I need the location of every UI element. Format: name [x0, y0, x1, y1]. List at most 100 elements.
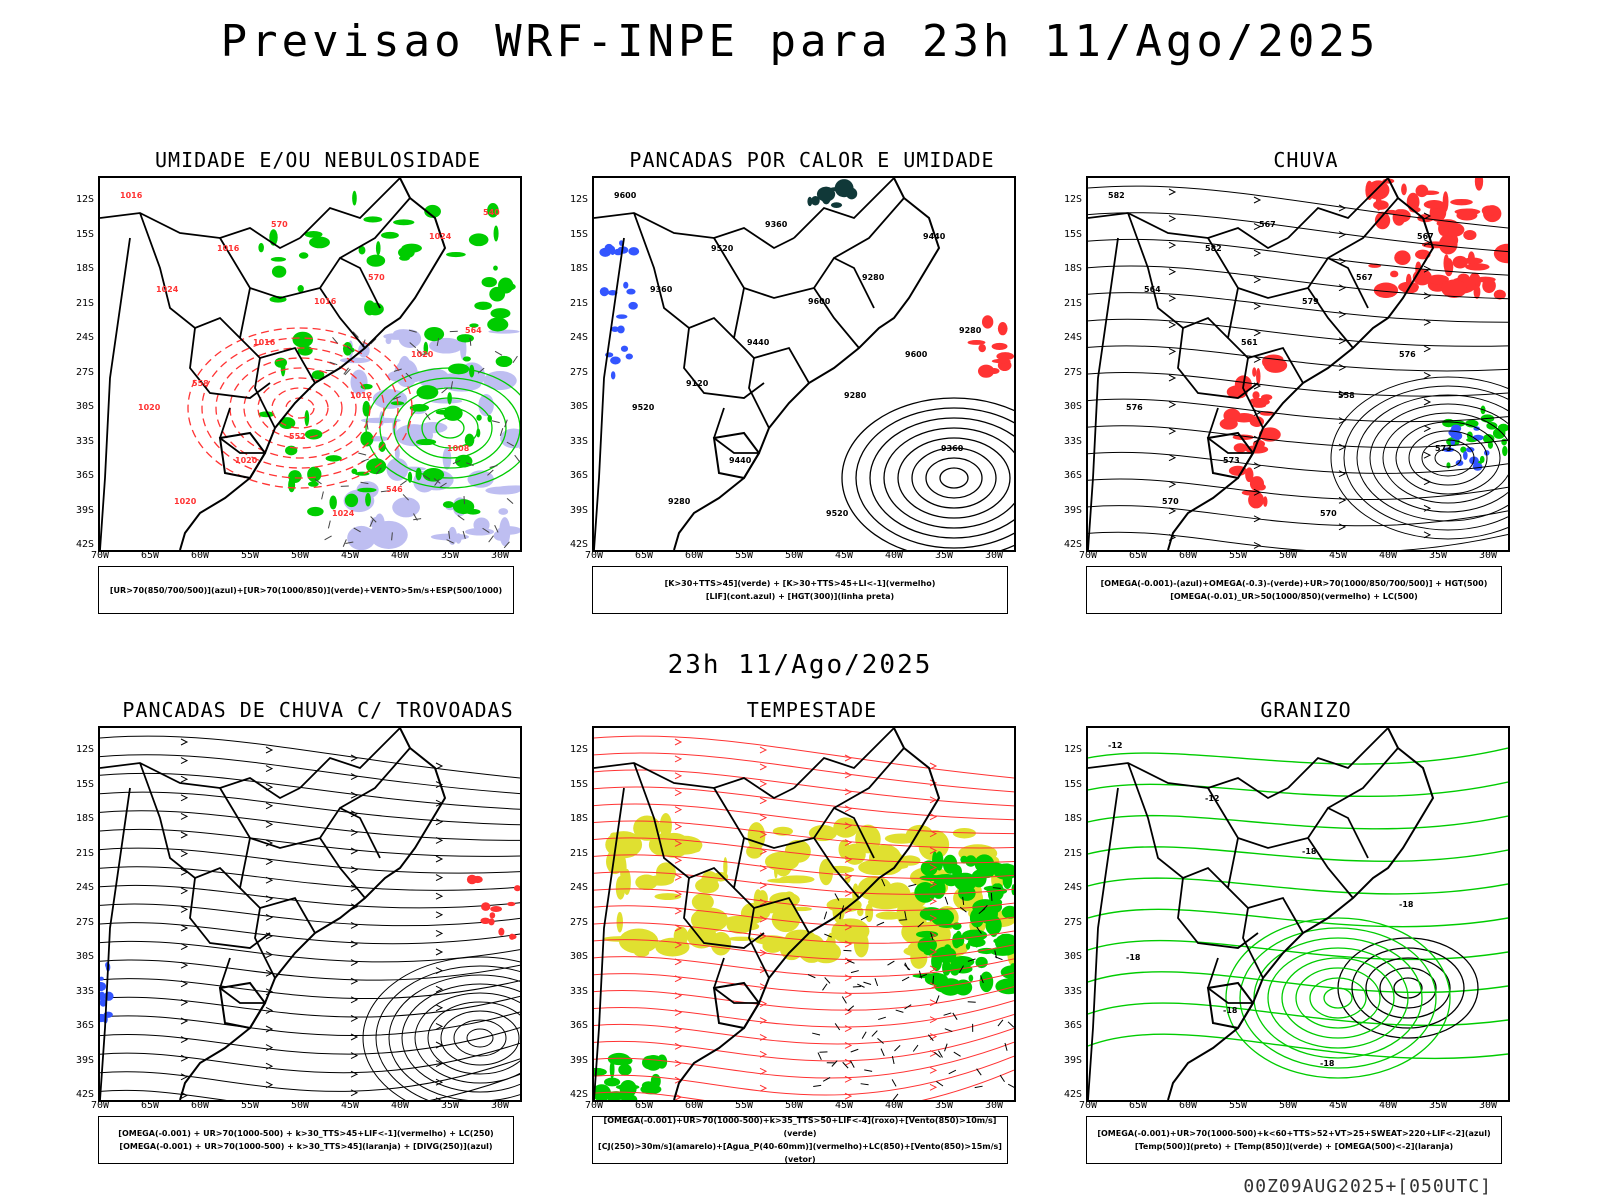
shade-blob	[935, 851, 944, 871]
wind-arrow	[861, 1031, 867, 1039]
streamline-arrow	[1338, 417, 1347, 425]
streamline	[100, 791, 520, 826]
vortex-line	[1408, 430, 1488, 486]
streamline	[100, 828, 520, 857]
legend-line: [OMEGA(-0.001)+UR>70(1000-500)+k<60+TTS>…	[1097, 1129, 1491, 1138]
lon-tick-label: 55W	[1228, 550, 1248, 561]
streamline	[594, 820, 1014, 849]
streamline-arrow	[759, 966, 768, 974]
state-border	[1127, 212, 1229, 339]
map-canvas: 582 582 579 576 576 573 570 567 564 561 558 573 570 5…	[1088, 178, 1508, 550]
shade-blob	[603, 1077, 621, 1087]
streamline-arrow	[1253, 515, 1262, 523]
lon-tick-label: 55W	[734, 1100, 754, 1111]
isoline	[257, 377, 343, 439]
wind-arrow	[482, 527, 490, 533]
wind-arrow	[343, 367, 349, 375]
wind-arrow	[324, 535, 332, 541]
streamline	[1088, 398, 1508, 423]
shade-blob	[309, 236, 330, 249]
streamline-arrow	[674, 789, 683, 797]
legend-line: [OMEGA(-0.01)_UR>50(1000/850)(vermelho) …	[1170, 592, 1418, 601]
streamline-arrow	[180, 1017, 189, 1025]
state-border	[594, 237, 625, 550]
lat-tick-label: 24S	[1063, 882, 1082, 893]
shade-blob	[498, 927, 505, 936]
contour-label: 1016	[217, 244, 240, 253]
wind-arrow	[847, 1005, 855, 1012]
shade-blob	[968, 974, 974, 982]
legend-pancadas: [K>30+TTS>45](verde) + [K>30+TTS>45+LI<-…	[592, 566, 1008, 614]
lat-tick-label: 15S	[75, 778, 94, 790]
shade-blob	[298, 252, 309, 259]
streamline-arrow	[759, 1034, 768, 1041]
shade-blob	[1423, 200, 1445, 210]
shade-blob	[967, 339, 986, 345]
shade-blob	[307, 466, 322, 483]
lon-tick-label: 35W	[934, 550, 954, 561]
contour-label: 1016	[314, 297, 337, 306]
lat-tick-label: 39S	[75, 504, 94, 516]
shade-blob	[258, 242, 264, 253]
streamline-arrow	[1168, 480, 1177, 488]
wind-arrow	[994, 956, 1003, 961]
shade-blob	[816, 186, 836, 202]
streamline-arrow	[180, 1036, 189, 1044]
wind-arrow	[962, 896, 965, 905]
wind-arrow	[477, 367, 485, 374]
streamline	[594, 1069, 1014, 1100]
shade-blob	[604, 243, 614, 253]
streamline-arrow	[180, 980, 189, 988]
streamline-arrow	[674, 755, 683, 763]
streamline-arrow	[1168, 268, 1177, 276]
panel-title: CHUVA	[1273, 148, 1339, 172]
temp850-isoline	[1088, 814, 1508, 830]
shade-blob	[1373, 282, 1399, 298]
streamline-arrow	[674, 856, 683, 864]
contour-label: 576	[1126, 403, 1143, 412]
state-border	[833, 197, 905, 259]
lon-tick-label: 60W	[190, 550, 210, 561]
streamline-arrow	[180, 943, 189, 951]
wind-arrow	[822, 983, 828, 991]
lon-tick-label: 45W	[340, 1100, 360, 1111]
contour-label: 9600	[808, 297, 831, 306]
shade-blob	[811, 941, 841, 964]
isoline	[215, 347, 385, 469]
lat-tick-label: 42S	[569, 539, 588, 550]
streamline-arrow	[1168, 215, 1177, 223]
contour-label: 9280	[668, 497, 691, 506]
lat-tick-label: 27S	[569, 916, 588, 928]
wind-arrow	[908, 883, 917, 887]
wind-arrow	[327, 520, 331, 529]
lat-tick-label: 18S	[75, 263, 94, 274]
streamline-arrow	[350, 773, 359, 781]
streamline-arrow	[759, 898, 768, 906]
streamline	[100, 866, 520, 891]
coastline	[673, 728, 941, 1100]
streamline-arrow	[759, 1017, 768, 1024]
isoline	[1239, 927, 1437, 1069]
isoline	[421, 407, 479, 449]
streamline-arrow	[435, 762, 444, 770]
streamline	[1088, 185, 1508, 229]
shade-blob	[351, 468, 358, 475]
lon-tick-label: 45W	[1328, 1100, 1348, 1111]
shade-blob	[833, 817, 859, 838]
legend-line: [LIF](cont.azul) + [HGT(300)](linha pret…	[705, 592, 895, 601]
contour-label: 9440	[923, 232, 946, 241]
vortex-line	[388, 974, 520, 1100]
streamline-arrow	[265, 765, 274, 773]
streamline	[100, 772, 520, 810]
shade-blob	[896, 899, 924, 928]
streamline-arrow	[1423, 478, 1432, 486]
lon-tick-label: 40W	[1378, 1100, 1398, 1111]
wind-arrow	[402, 494, 409, 501]
wind-arrow	[342, 539, 347, 547]
streamline	[1088, 425, 1508, 448]
shade-blob	[767, 878, 800, 884]
shade-blob	[989, 946, 1014, 956]
contour-label: 1020	[138, 403, 161, 412]
shade-blob	[1394, 250, 1411, 266]
streamline-arrow	[844, 1008, 853, 1016]
